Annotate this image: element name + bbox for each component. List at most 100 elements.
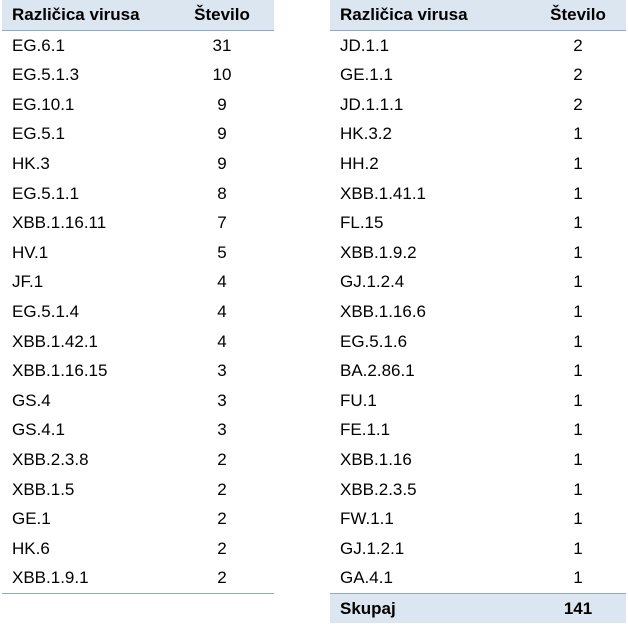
variant-name: XBB.1.16.6 (340, 301, 427, 321)
table-row: HK.6 2 (2, 534, 274, 564)
variant-count: 1 (573, 479, 583, 499)
left-rows: EG.6.1 31 EG.5.1.3 10 EG.10.1 9 EG.5.1 9 HK.3 9 EG… (2, 30, 274, 594)
variant-name: XBB.1.16.15 (12, 361, 108, 381)
variant-count: 9 (217, 124, 227, 144)
variant-name: FL.15 (340, 213, 384, 233)
table-row: XBB.1.16.15 3 (2, 356, 274, 386)
variant-name: FW.1.1 (340, 509, 394, 529)
variant-count: 1 (573, 538, 583, 558)
variant-name: EG.6.1 (12, 35, 65, 55)
variant-table-left: Različica virusa Število EG.6.1 31 EG.5.1.… (2, 0, 274, 594)
variant-count: 4 (217, 272, 227, 292)
table-row: EG.5.1.4 4 (2, 297, 274, 327)
table-row: EG.6.1 31 (2, 30, 274, 60)
table-row: EG.5.1.3 10 (2, 60, 274, 90)
variant-name: JD.1.1 (340, 35, 390, 55)
header-row: Različica virusa Število (2, 0, 274, 31)
header-row: Različica virusa Število (330, 0, 626, 31)
variant-name: HK.3.2 (340, 124, 392, 144)
variant-name: HH.2 (340, 153, 379, 173)
table-row: FL.15 1 (330, 208, 626, 238)
variant-name: BA.2.86.1 (340, 361, 415, 381)
table-row: GE.1 2 (2, 504, 274, 534)
variant-count: 1 (573, 183, 583, 203)
table-row: XBB.1.16.6 1 (330, 297, 626, 327)
table-row: XBB.1.9.2 1 (330, 238, 626, 268)
table-row: JD.1.1.1 2 (330, 90, 626, 120)
table-row: XBB.1.5 2 (2, 475, 274, 505)
variant-count: 1 (573, 124, 583, 144)
variant-name: GS.4.1 (12, 420, 65, 440)
table-row: GS.4 3 (2, 386, 274, 416)
variant-count: 2 (217, 449, 227, 469)
table-row: XBB.1.16 1 (330, 445, 626, 475)
table-row: EG.5.1.1 8 (2, 179, 274, 209)
table-row: XBB.1.9.1 2 (2, 563, 274, 594)
variant-name: GE.1 (12, 509, 51, 529)
variant-count: 1 (573, 390, 583, 410)
table-row: HK.3.2 1 (330, 119, 626, 149)
variant-count: 5 (217, 242, 227, 262)
table-row: XBB.2.3.5 1 (330, 475, 626, 505)
variant-table-right: Različica virusa Število JD.1.1 2 GE.1.1 2 J… (330, 0, 626, 624)
variant-count: 1 (573, 242, 583, 262)
variant-count: 9 (217, 94, 227, 114)
variant-count: 2 (217, 479, 227, 499)
variant-name: EG.10.1 (12, 94, 75, 114)
header-variant: Različica virusa (2, 0, 170, 31)
variant-count: 7 (217, 213, 227, 233)
table-row: BA.2.86.1 1 (330, 356, 626, 386)
variant-name: JF.1 (12, 272, 44, 292)
variant-name: EG.5.1.4 (12, 301, 80, 321)
table-row: EG.5.1 9 (2, 119, 274, 149)
variant-name: GE.1.1 (340, 65, 393, 85)
variant-name: XBB.1.16 (340, 449, 412, 469)
variant-name: FU.1 (340, 390, 377, 410)
table-row: GA.4.1 1 (330, 563, 626, 594)
variant-name: HV.1 (12, 242, 49, 262)
variant-name: GS.4 (12, 390, 51, 410)
table-row: FW.1.1 1 (330, 504, 626, 534)
table-row: XBB.1.41.1 1 (330, 179, 626, 209)
variant-count: 3 (217, 361, 227, 381)
table-row: XBB.1.16.11 7 (2, 208, 274, 238)
variant-name: GJ.1.2.1 (340, 538, 405, 558)
variant-name: XBB.1.9.2 (340, 242, 417, 262)
right-rows: JD.1.1 2 GE.1.1 2 JD.1.1.1 2 HK.3.2 1 HH.2 1 XBB.1… (330, 30, 626, 594)
table-row: FE.1.1 1 (330, 415, 626, 445)
variant-name: EG.5.1 (12, 124, 65, 144)
variant-count: 1 (573, 301, 583, 321)
table-row: HK.3 9 (2, 149, 274, 179)
variant-count: 1 (573, 361, 583, 381)
variant-count: 1 (573, 509, 583, 529)
variant-name: GJ.1.2.4 (340, 272, 405, 292)
variant-count: 1 (573, 153, 583, 173)
variant-count: 2 (573, 94, 583, 114)
variant-count: 2 (170, 563, 274, 594)
variant-count: 4 (217, 301, 227, 321)
variant-name: XBB.2.3.8 (12, 449, 89, 469)
variant-count: 2 (573, 65, 583, 85)
table-row: EG.10.1 9 (2, 90, 274, 120)
table-row: XBB.1.42.1 4 (2, 327, 274, 357)
header-variant: Različica virusa (330, 0, 530, 31)
variant-count: 2 (573, 35, 583, 55)
variant-count: 3 (217, 420, 227, 440)
variant-count: 1 (573, 420, 583, 440)
variant-count: 2 (217, 538, 227, 558)
total-value: 141 (530, 593, 626, 624)
variant-name: XBB.1.41.1 (340, 183, 427, 203)
table-row: GE.1.1 2 (330, 60, 626, 90)
table-row: JF.1 4 (2, 267, 274, 297)
total-label: Skupaj (330, 593, 530, 624)
variant-name: HK.6 (12, 538, 50, 558)
variant-name: XBB.1.5 (12, 479, 75, 499)
variant-name: XBB.2.3.5 (340, 479, 417, 499)
variant-name: EG.5.1.1 (12, 183, 80, 203)
variant-count: 2 (217, 509, 227, 529)
table-row: GJ.1.2.4 1 (330, 267, 626, 297)
variant-count: 3 (217, 390, 227, 410)
variant-name: EG.5.1.3 (12, 65, 80, 85)
header-count: Število (530, 0, 626, 31)
table-row: HV.1 5 (2, 238, 274, 268)
